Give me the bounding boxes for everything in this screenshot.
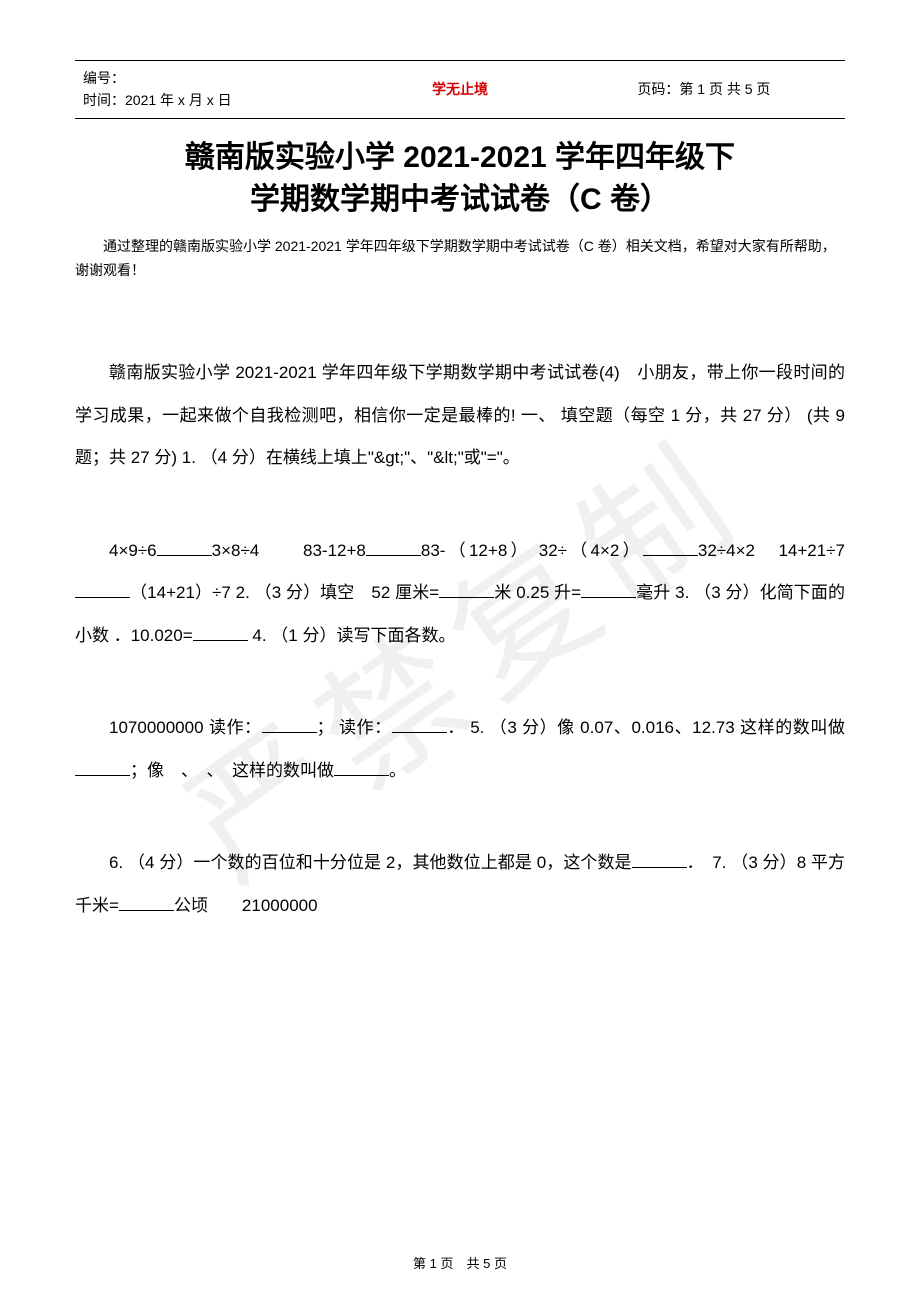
fill-blank[interactable]	[366, 539, 421, 556]
paragraph-2: 4×9÷6 3×8÷4 83-12+8 83-（12+8） 32÷（4×2） 32÷4…	[75, 530, 845, 658]
fill-blank[interactable]	[392, 716, 447, 733]
fill-blank[interactable]	[643, 539, 698, 556]
header-left-cell: 编号： 时间：2021 年 x 月 x 日	[75, 61, 291, 119]
doc-id-label: 编号：	[83, 67, 283, 89]
header-table: 编号： 时间：2021 年 x 月 x 日 学无止境 页码：第 1 页 共 5 …	[75, 60, 845, 119]
text-segment: ；像 、 、 这样的数叫做	[130, 761, 334, 780]
text-segment: 6. （4 分）一个数的百位和十分位是 2，其他数位上都是 0，这个数是	[109, 853, 632, 872]
header-center-title: 学无止境	[291, 61, 630, 119]
text-segment: 米 0.25 升=	[494, 583, 581, 602]
fill-blank[interactable]	[581, 581, 636, 598]
fill-blank[interactable]	[262, 716, 317, 733]
fill-blank[interactable]	[632, 851, 687, 868]
text-segment: 4. （1 分）读写下面各数。	[248, 626, 456, 645]
text-segment: 3×8÷4 83-12+8	[212, 541, 366, 560]
page-footer: 第 1 页 共 5 页	[0, 1253, 920, 1272]
page-content: 编号： 时间：2021 年 x 月 x 日 学无止境 页码：第 1 页 共 5 …	[75, 60, 845, 927]
text-segment: 83-（12+8） 32÷（4×2）	[421, 541, 643, 560]
text-segment: ． 5. （3 分）像 0.07、0.016、12.73 这样的数叫做	[447, 718, 845, 737]
header-page-label: 页码：第 1 页 共 5 页	[629, 61, 845, 119]
paragraph-4: 6. （4 分）一个数的百位和十分位是 2，其他数位上都是 0，这个数是． 7.…	[75, 842, 845, 927]
text-segment: ； 读作：	[317, 718, 392, 737]
fill-blank[interactable]	[193, 624, 248, 641]
text-segment: 4×9÷6	[109, 541, 157, 560]
title-line-2: 学期数学期中考试试卷（C 卷）	[95, 179, 825, 221]
fill-blank[interactable]	[75, 581, 130, 598]
fill-blank[interactable]	[119, 894, 174, 911]
paragraph-3: 1070000000 读作： ； 读作： ． 5. （3 分）像 0.07、0.01…	[75, 707, 845, 792]
paragraph-1: 赣南版实验小学 2021-2021 学年四年级下学期数学期中考试试卷(4) 小朋…	[75, 352, 845, 480]
text-segment: 1070000000 读作：	[109, 718, 262, 737]
text-segment: 公顷 21000000	[174, 896, 318, 915]
text-segment: （14+21）÷7 2. （3 分）填空 52 厘米=	[130, 583, 439, 602]
fill-blank[interactable]	[75, 759, 130, 776]
fill-blank[interactable]	[334, 759, 389, 776]
doc-time-label: 时间：2021 年 x 月 x 日	[83, 89, 283, 111]
document-title: 赣南版实验小学 2021-2021 学年四年级下 学期数学期中考试试卷（C 卷）	[75, 137, 845, 221]
text-segment: 32÷4×2 14+21÷7	[698, 541, 845, 560]
fill-blank[interactable]	[439, 581, 494, 598]
title-line-1: 赣南版实验小学 2021-2021 学年四年级下	[95, 137, 825, 179]
fill-blank[interactable]	[157, 539, 212, 556]
text-segment: 。	[389, 761, 406, 780]
intro-paragraph: 通过整理的赣南版实验小学 2021-2021 学年四年级下学期数学期中考试试卷（…	[75, 235, 845, 283]
